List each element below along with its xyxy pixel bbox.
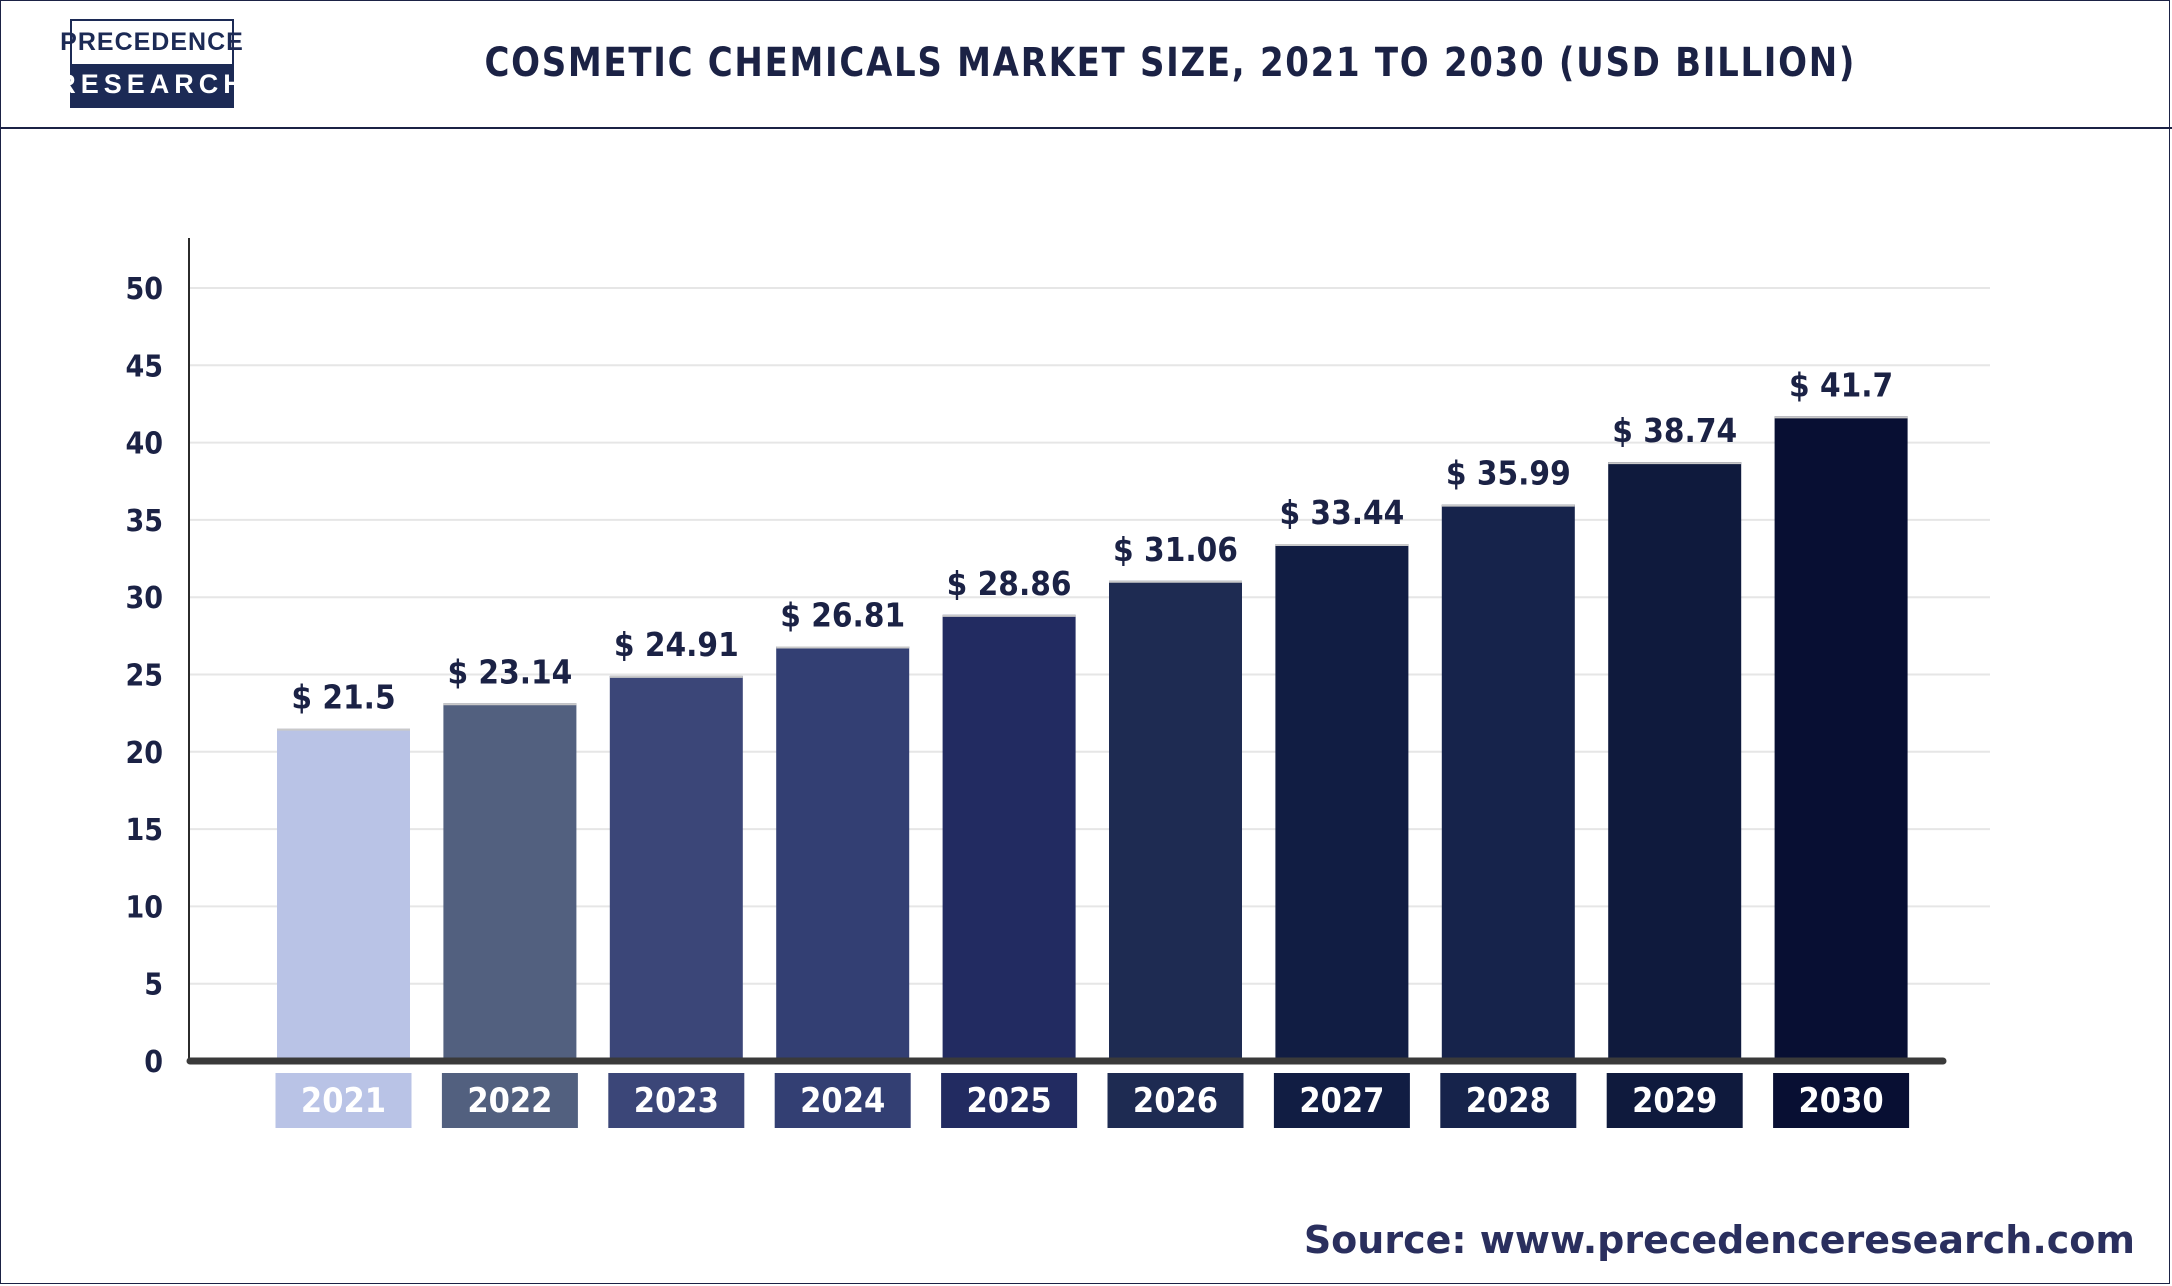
- x-tick-label: 2023: [634, 1081, 719, 1121]
- brand-logo-line2: RESEARCH: [56, 63, 243, 106]
- bar: [1608, 462, 1742, 1061]
- data-label: $ 31.06: [1113, 530, 1238, 569]
- y-tick-label: 5: [144, 968, 163, 1003]
- data-label: $ 33.44: [1279, 493, 1404, 532]
- y-tick-label: 10: [125, 890, 163, 925]
- x-tick-label: 2024: [800, 1081, 885, 1121]
- data-label: $ 38.74: [1612, 411, 1737, 450]
- x-tick-label: 2026: [1133, 1081, 1218, 1121]
- data-label: $ 35.99: [1446, 454, 1571, 493]
- x-tick-label: 2030: [1799, 1081, 1884, 1121]
- bar: [609, 675, 743, 1061]
- brand-logo-line1: PRECEDENCE: [60, 21, 243, 64]
- bar: [1109, 580, 1242, 1061]
- x-tick-label: 2025: [967, 1081, 1052, 1121]
- data-label: $ 26.81: [780, 596, 905, 635]
- brand-logo: PRECEDENCE RESEARCH: [56, 19, 243, 108]
- y-tick-label: 35: [125, 504, 163, 539]
- x-tick-box: [1107, 1073, 1244, 1128]
- x-tick-box: [774, 1073, 911, 1128]
- data-label: $ 24.91: [614, 625, 739, 664]
- x-tick-box: [1606, 1073, 1743, 1128]
- y-tick-label: 30: [125, 581, 163, 616]
- bar: [1275, 544, 1409, 1061]
- data-label: $ 28.86: [947, 564, 1072, 603]
- x-tick-box: [1773, 1073, 1910, 1128]
- y-tick-label: 45: [125, 349, 163, 384]
- x-tick-box: [1273, 1073, 1410, 1128]
- data-label: $ 23.14: [447, 652, 572, 691]
- y-tick-label: 20: [125, 736, 163, 771]
- bar: [1441, 504, 1575, 1061]
- bar: [1774, 416, 1908, 1061]
- y-tick-label: 15: [125, 813, 163, 848]
- x-tick-label: 2028: [1466, 1081, 1551, 1121]
- y-tick-label: 40: [125, 427, 163, 462]
- bar: [443, 703, 577, 1061]
- x-tick-box: [275, 1073, 412, 1128]
- data-label: $ 21.5: [291, 678, 395, 717]
- source-credit: Source: www.precedenceresearch.com: [1303, 1218, 2135, 1262]
- x-tick-box: [441, 1073, 578, 1128]
- x-tick-label: 2021: [301, 1081, 386, 1121]
- x-tick-label: 2029: [1632, 1081, 1717, 1121]
- y-tick-label: 25: [125, 659, 163, 694]
- bar: [776, 646, 910, 1061]
- y-tick-label: 50: [125, 272, 163, 307]
- data-label: $ 41.7: [1789, 365, 1893, 404]
- x-tick-label: 2027: [1299, 1081, 1384, 1121]
- bar: [942, 614, 1076, 1061]
- x-tick-box: [608, 1073, 745, 1128]
- bar: [277, 728, 410, 1061]
- chart-title: COSMETIC CHEMICALS MARKET SIZE, 2021 TO …: [484, 40, 1857, 86]
- x-tick-label: 2022: [467, 1081, 552, 1121]
- y-tick-label: 0: [144, 1045, 163, 1080]
- x-tick-box: [941, 1073, 1078, 1128]
- header: PRECEDENCE RESEARCH COSMETIC CHEMICALS M…: [0, 0, 2172, 129]
- x-tick-box: [1440, 1073, 1577, 1128]
